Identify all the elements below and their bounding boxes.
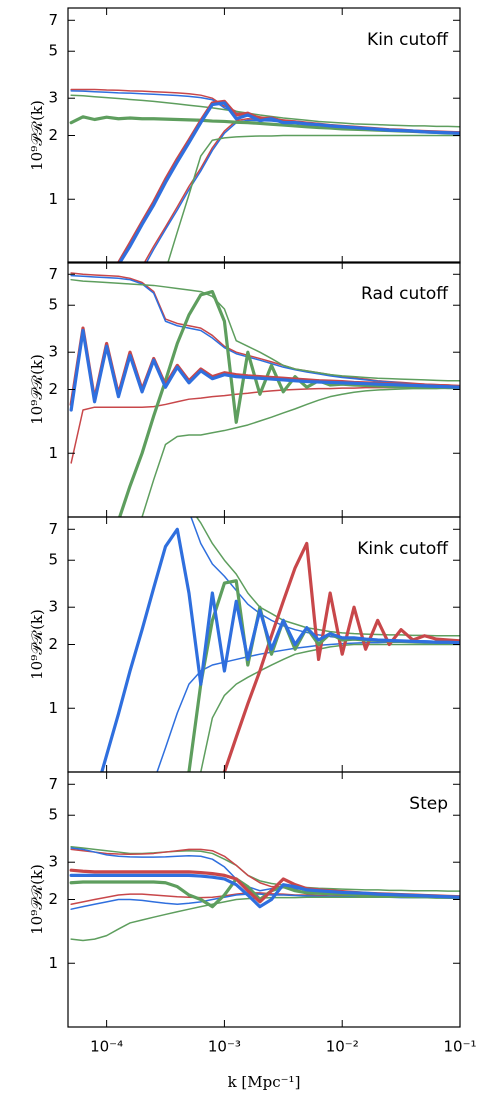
y-tick-label: 3 — [48, 343, 58, 361]
y-tick-label: 5 — [48, 42, 58, 60]
y-tick-label: 1 — [48, 699, 58, 717]
curve — [100, 527, 460, 772]
panel-title: Step — [409, 794, 448, 814]
y-tick-label: 7 — [48, 11, 58, 29]
curve — [167, 134, 460, 263]
x-tick-label: 10⁻⁴ — [90, 1038, 123, 1056]
y-tick-label: 1 — [48, 190, 58, 208]
curve — [156, 641, 460, 772]
y-tick-label: 2 — [48, 126, 58, 144]
curve — [70, 88, 460, 134]
curve — [116, 99, 460, 263]
y-tick-label: 7 — [48, 775, 58, 793]
curve — [118, 289, 460, 517]
panel-title: Rad cutoff — [361, 284, 449, 304]
y-tick-label: 7 — [48, 520, 58, 538]
x-tick-label: 10⁻³ — [208, 1038, 241, 1056]
plot-frame — [67, 771, 461, 1028]
curve — [143, 117, 460, 263]
curve — [222, 541, 460, 772]
plot-lines — [69, 88, 460, 263]
y-axis-label: 10⁹𝒫ℛ(k) — [28, 100, 46, 171]
y-tick-label: 2 — [48, 635, 58, 653]
plot-frame — [67, 7, 461, 264]
curve — [117, 101, 460, 263]
x-tick-label: 10⁻¹ — [443, 1038, 476, 1056]
y-axis-label: 10⁹𝒫ℛ(k) — [28, 354, 46, 425]
curve — [70, 278, 460, 382]
y-axis-label: 10⁹𝒫ℛ(k) — [28, 864, 46, 935]
curve — [70, 94, 460, 128]
y-tick-label: 5 — [48, 296, 58, 314]
y-tick-label: 5 — [48, 806, 58, 824]
y-tick-label: 1 — [48, 954, 58, 972]
y-axis-label: 10⁹𝒫ℛ(k) — [28, 609, 46, 680]
curve — [195, 517, 460, 637]
curve — [69, 326, 460, 407]
curve — [69, 873, 460, 909]
plot-lines — [69, 845, 460, 942]
curve — [69, 328, 460, 412]
x-axis-label: k [Mpc⁻¹] — [228, 1073, 301, 1091]
x-tick-label: 10⁻² — [326, 1038, 359, 1056]
panel-title: Kin cutoff — [367, 30, 449, 50]
y-tick-label: 1 — [48, 444, 58, 462]
curve — [70, 386, 460, 464]
curve — [141, 387, 460, 517]
y-tick-label: 3 — [48, 853, 58, 871]
plot-lines — [69, 272, 460, 517]
y-tick-label: 2 — [48, 890, 58, 908]
y-tick-label: 3 — [48, 598, 58, 616]
panel-title: Kink cutoff — [357, 539, 449, 559]
y-tick-label: 5 — [48, 551, 58, 569]
curve — [200, 643, 460, 772]
curve — [190, 517, 460, 643]
y-tick-label: 2 — [48, 380, 58, 398]
y-tick-label: 7 — [48, 265, 58, 283]
y-tick-label: 3 — [48, 89, 58, 107]
curve — [70, 90, 460, 134]
plot-lines — [100, 517, 460, 772]
